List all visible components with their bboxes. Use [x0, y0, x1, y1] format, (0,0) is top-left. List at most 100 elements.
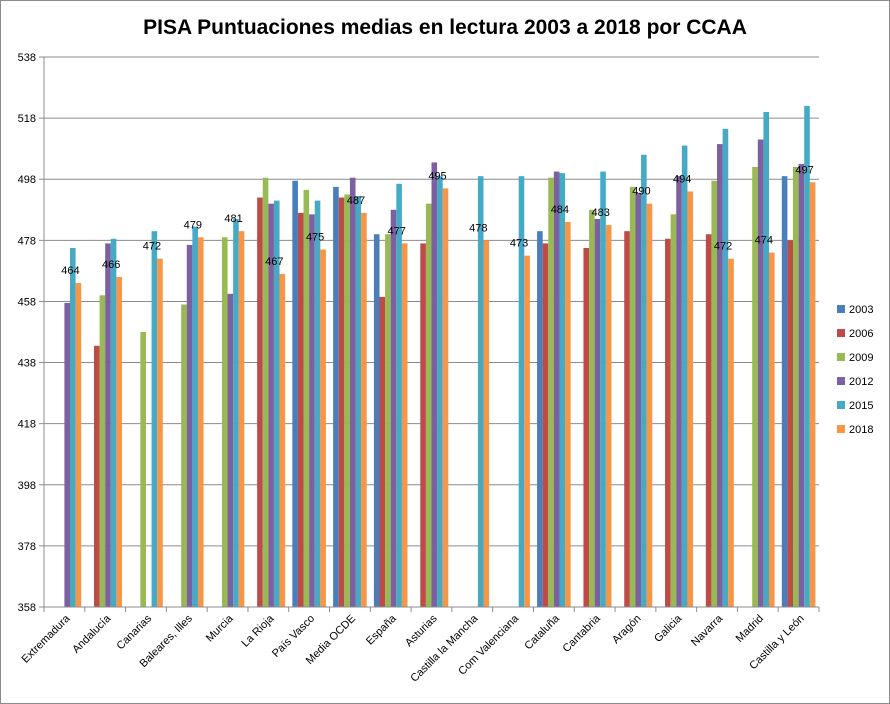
bar-2018: [646, 203, 653, 607]
bar-2012: [390, 209, 397, 607]
bar-2006: [338, 197, 345, 608]
bar-2012: [105, 243, 111, 607]
data-label: 490: [632, 186, 650, 198]
bar-2006: [665, 238, 671, 608]
bar-2003: [292, 180, 298, 607]
data-label: 495: [428, 170, 446, 182]
bar-2009: [670, 214, 677, 607]
data-label: 475: [306, 232, 324, 244]
legend-label: 2003: [849, 304, 873, 316]
bar-2009: [140, 332, 146, 607]
legend: 2003 2006 2009 2012 2015 2018: [837, 304, 873, 436]
bar-2006: [705, 234, 712, 607]
bar-2015: [233, 218, 239, 607]
legend-swatch-2009: [837, 353, 845, 361]
legend-label: 2006: [849, 328, 873, 340]
bar-2006: [297, 212, 304, 608]
data-label: 467: [265, 256, 283, 268]
data-label: 464: [61, 265, 79, 277]
bar-2018: [483, 240, 490, 608]
category-label: Extremadura: [19, 612, 73, 666]
category-label: Cantabria: [561, 612, 604, 655]
data-labels: 464 466 472 479 481 467 475 487 477 495 478 473 484 4…: [61, 164, 814, 277]
data-label: 487: [347, 195, 365, 207]
bar-2012: [309, 214, 315, 607]
category-label: La Rioja: [239, 612, 277, 650]
bar-2009: [425, 203, 432, 607]
data-label: 483: [591, 207, 609, 219]
bar-2003: [781, 176, 788, 607]
y-tick-label: 398: [18, 480, 36, 492]
bar-2003: [373, 234, 380, 607]
bar-2009: [99, 295, 106, 607]
data-label: 473: [510, 238, 528, 250]
bar-2012: [268, 203, 274, 607]
bar-2015: [273, 200, 280, 607]
bar-2015: [518, 176, 525, 607]
bar-2009: [344, 194, 350, 607]
category-label: Murcia: [204, 612, 236, 644]
bar-2009: [303, 189, 310, 607]
category-label: Canarias: [114, 612, 154, 652]
data-label: 494: [673, 173, 691, 185]
category-label: España: [364, 612, 399, 647]
bar-2003: [333, 186, 339, 607]
bar-2012: [186, 244, 193, 607]
bar-2015: [151, 231, 158, 607]
bar-2015: [314, 200, 321, 607]
bar-2006: [787, 240, 794, 608]
bar-2018: [769, 252, 775, 608]
bar-2018: [279, 273, 286, 607]
category-label: Andalucía: [70, 612, 114, 656]
category-label: Galicia: [652, 612, 685, 645]
legend-label: 2015: [849, 400, 873, 412]
bar-2012: [349, 177, 356, 607]
legend-swatch-2015: [837, 401, 845, 409]
legend-swatch-2012: [837, 377, 845, 385]
bar-2009: [589, 209, 595, 607]
bar-2015: [559, 173, 566, 607]
bar-2015: [355, 196, 362, 607]
bar-2018: [728, 258, 734, 607]
data-label: 466: [102, 259, 120, 271]
y-axis: 358 378 398 418 438 458 478 498 518 538: [18, 52, 45, 614]
bar-2015: [722, 128, 729, 608]
bars: [64, 105, 816, 608]
bar-2006: [420, 243, 426, 607]
legend-swatch-2006: [837, 329, 845, 337]
bar-2018: [116, 277, 122, 607]
data-label: 484: [551, 204, 569, 216]
bar-2018: [238, 231, 245, 607]
bar-2015: [437, 176, 443, 607]
bar-2012: [798, 163, 805, 607]
category-label: Castilla la Mancha: [408, 612, 481, 685]
category-label: Aragón: [610, 613, 644, 647]
bar-2003: [537, 231, 543, 607]
bar-2012: [553, 171, 560, 608]
data-label: 479: [184, 219, 202, 231]
bar-2012: [676, 176, 682, 607]
bar-2018: [75, 283, 82, 607]
category-label: Madrid: [734, 613, 766, 645]
data-label: 474: [755, 235, 773, 247]
bar-2012: [717, 144, 723, 608]
bar-2018: [565, 222, 571, 607]
bar-2012: [757, 139, 764, 607]
data-label: 478: [469, 222, 487, 234]
bar-2018: [320, 249, 326, 607]
bar-2012: [635, 192, 642, 607]
bar-2006: [583, 247, 590, 607]
y-tick-label: 538: [18, 52, 36, 64]
bar-2006: [624, 231, 630, 607]
legend-label: 2018: [849, 424, 873, 436]
bar-2018: [524, 255, 530, 607]
bar-2009: [385, 234, 391, 607]
bar-2018: [157, 258, 163, 607]
bar-2015: [600, 171, 606, 608]
bar-2018: [809, 182, 816, 607]
category-label: Asturias: [403, 612, 440, 649]
y-tick-label: 378: [18, 541, 36, 553]
bar-2006: [93, 345, 100, 607]
